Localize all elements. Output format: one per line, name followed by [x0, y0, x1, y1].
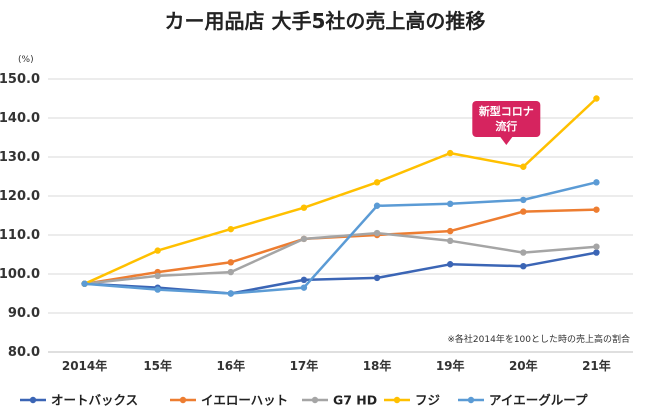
legend: オートバックス イエローハット G7 HD フジ アイエーグループ: [20, 393, 588, 408]
series-フジ: [81, 95, 600, 287]
chart-note: ※各社2014年を100とした時の売上高の割合: [447, 333, 630, 345]
data-point: [520, 163, 527, 170]
x-tick-label: 18年: [363, 358, 392, 373]
data-point: [446, 200, 454, 207]
legend-swatch-marker: [311, 396, 319, 404]
callout-text: 流行: [495, 119, 517, 133]
y-tick-label: 120.0: [0, 189, 40, 204]
data-point: [373, 274, 381, 282]
x-tick-label: 21年: [582, 358, 611, 373]
y-tick-label: 150.0: [0, 72, 40, 87]
data-point: [520, 208, 527, 215]
data-point: [593, 249, 600, 256]
data-point: [373, 229, 381, 237]
y-tick-label: 130.0: [0, 150, 40, 165]
series-アイエーグループ: [81, 179, 600, 297]
legend-label: G7 HD: [333, 393, 377, 408]
x-tick-label: 16年: [216, 358, 245, 373]
data-point: [446, 227, 454, 235]
data-point: [300, 284, 308, 291]
y-axis-ticks: 80.0 90.0 100.0 110.0 120.0 130.0 140.0 150.0: [0, 72, 40, 360]
callout-box: [472, 101, 541, 137]
legend-label: アイエーグループ: [489, 393, 588, 408]
x-tick-label: 20年: [509, 358, 538, 373]
chart-title: カー用品店 大手5社の売上高の推移: [165, 9, 486, 33]
x-tick-label: 2014年: [62, 358, 107, 373]
data-point: [520, 263, 527, 270]
x-axis-ticks: 2014年 15年 16年 17年 18年 19年 20年 21年: [62, 358, 611, 373]
gridlines: [48, 78, 633, 353]
legend-label: フジ: [415, 393, 441, 408]
data-point: [520, 249, 527, 256]
y-tick-label: 140.0: [0, 111, 40, 126]
data-point: [154, 272, 161, 280]
y-tick-label: 100.0: [0, 267, 40, 282]
data-point: [227, 259, 235, 266]
legend-label: イエローハット: [201, 393, 288, 408]
x-tick-label: 17年: [290, 358, 319, 373]
data-point: [300, 276, 308, 284]
y-tick-label: 80.0: [8, 345, 40, 360]
data-point: [373, 179, 381, 186]
legend-label: オートバックス: [51, 393, 138, 408]
legend-item: G7 HD: [302, 393, 377, 408]
series-line: [84, 231, 597, 286]
legend-swatch-marker: [467, 396, 475, 404]
legend-item: オートバックス: [20, 393, 138, 408]
data-point: [81, 280, 88, 287]
series-line: [84, 251, 597, 295]
series-line: [84, 181, 597, 295]
data-point: [446, 261, 454, 268]
callout-text: 新型コロナ: [479, 104, 534, 118]
legend-swatch-marker: [393, 396, 401, 404]
data-point: [373, 202, 381, 209]
data-point: [593, 206, 600, 213]
y-tick-label: 90.0: [8, 306, 40, 321]
data-point: [227, 268, 235, 276]
data-point: [300, 204, 308, 211]
y-axis-unit: (%): [18, 55, 34, 65]
x-tick-label: 15年: [143, 358, 172, 373]
data-point: [446, 149, 454, 157]
data-point: [446, 237, 454, 245]
data-point: [154, 286, 161, 293]
legend-swatch-marker: [179, 396, 187, 404]
legend-swatch-marker: [29, 396, 37, 404]
data-point: [227, 290, 235, 297]
data-point: [593, 243, 600, 250]
callout-pointer: [500, 137, 513, 145]
data-point: [154, 247, 161, 254]
legend-item: イエローハット: [170, 393, 288, 408]
data-point: [227, 225, 235, 233]
x-tick-label: 19年: [436, 358, 465, 373]
legend-item: アイエーグループ: [458, 393, 588, 408]
data-point: [520, 196, 527, 204]
series-lines: [81, 95, 600, 297]
legend-item: フジ: [384, 393, 441, 408]
data-point: [593, 95, 600, 102]
data-point: [593, 179, 600, 186]
y-tick-label: 110.0: [0, 228, 40, 243]
series-line: [84, 97, 598, 285]
data-point: [300, 235, 308, 243]
